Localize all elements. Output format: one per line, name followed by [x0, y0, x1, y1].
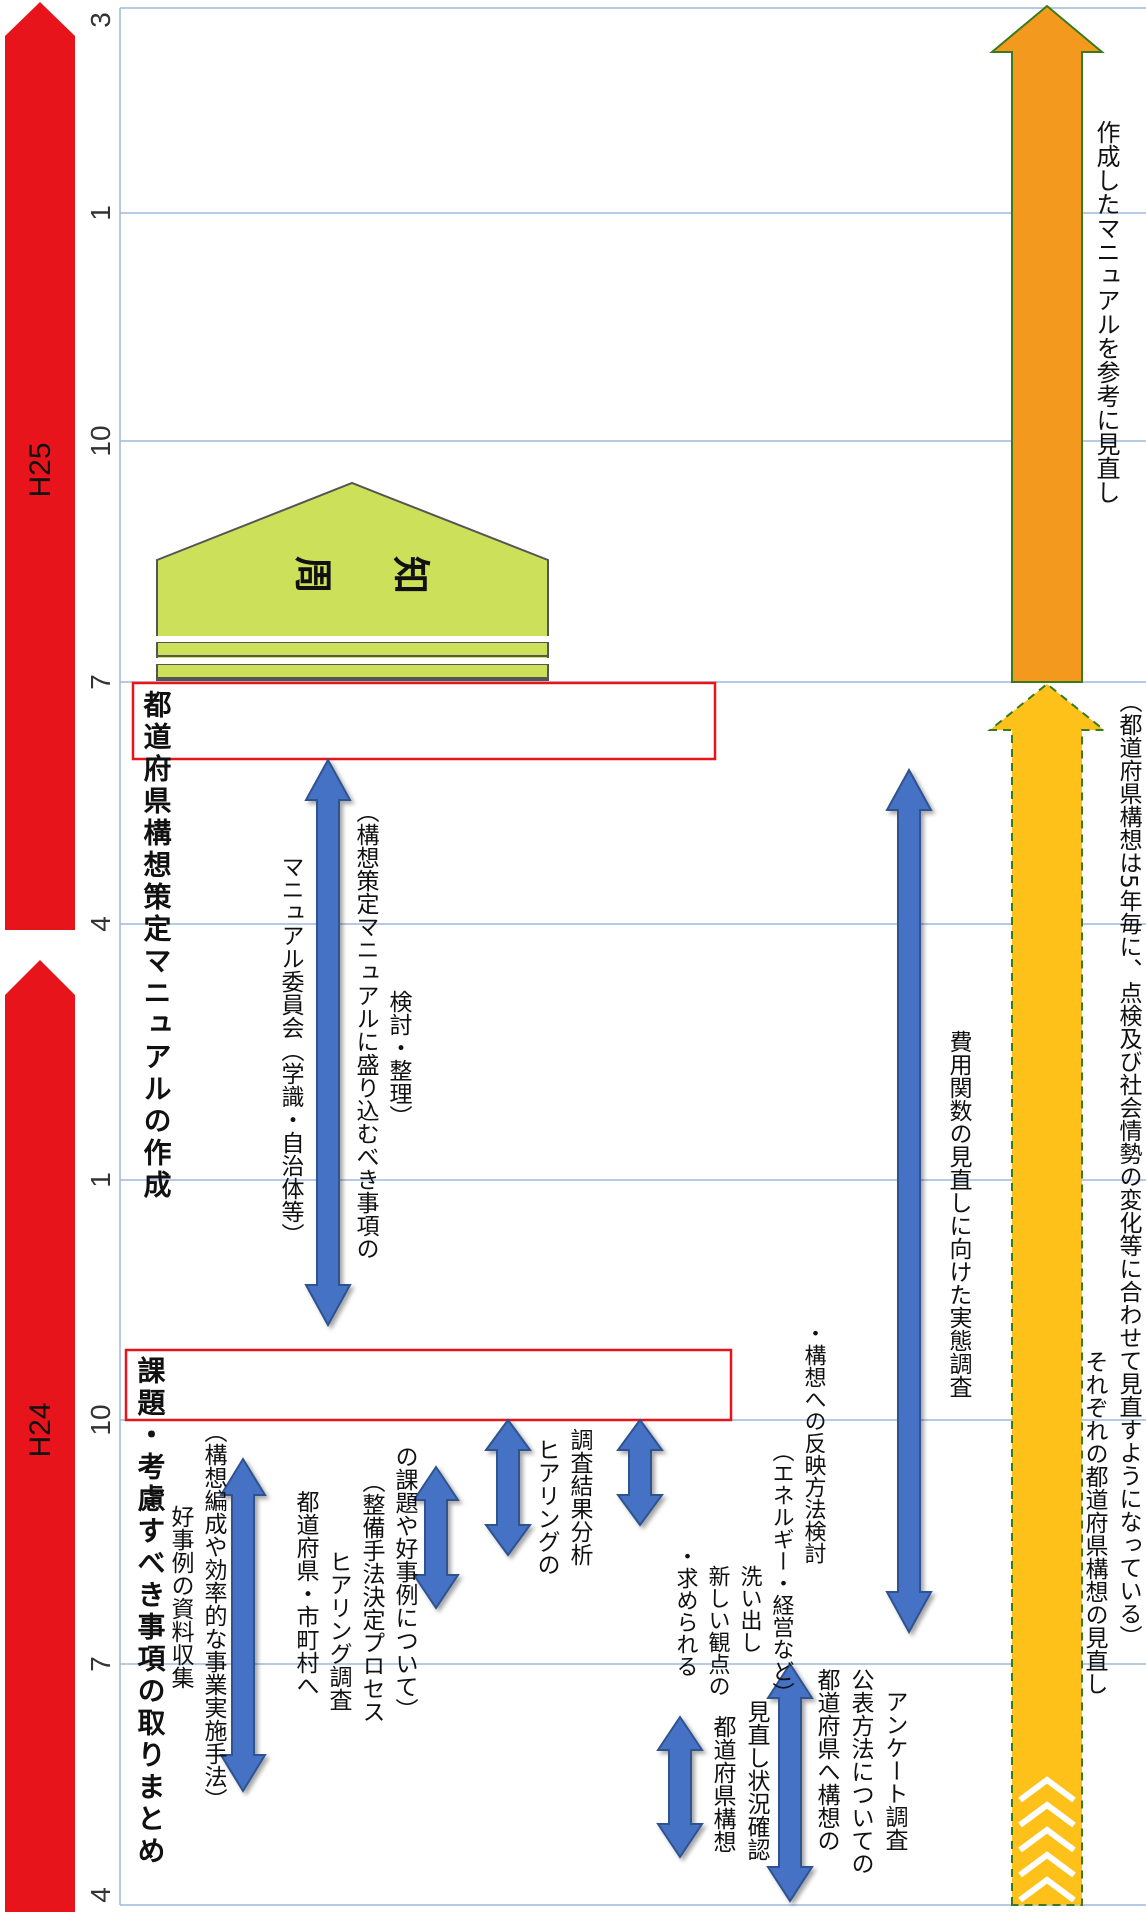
year-bar-h24 [5, 960, 75, 1912]
orange-review-arrow [989, 4, 1105, 683]
tick-label: 1 [85, 1172, 116, 1188]
pref-review-label-2: 見直し状況確認 [743, 1700, 771, 1861]
each-review-label-2: （都道府県構想は5年毎に、点検及び社会情勢の変化等に合わせて見直すようになってい… [1115, 690, 1143, 1648]
chevron-mark [1018, 1876, 1076, 1903]
review-with-manual-label: 作成したマニュアルを参考に見直し [1092, 120, 1120, 504]
manual-creation-label: 都道府県構想策定マニュアルの作成 [140, 690, 173, 1202]
issues-summary-label: 課題・考慮すべき事項の取りまとめ [134, 1355, 167, 1868]
hearing-analysis-label-1: ヒアリングの [533, 1438, 560, 1576]
hearing-label-4: の課題や好事例について） [391, 1445, 419, 1721]
survey-label-3: アンケート調査 [881, 1690, 909, 1851]
new-view-label-1: ・求められる [673, 1545, 699, 1677]
year-label-h25: H25 [24, 442, 57, 497]
hearing-label-1: 都道府県・市町村へ [292, 1490, 320, 1697]
new-view-label-4: （エネルギー・経営など） [769, 1440, 795, 1704]
labels: マニュアル委員会（学識・自治体等） （構想策定マニュアルに盛り込むべき事項の 検… [167, 800, 973, 1875]
yellow-review-arrow [987, 682, 1107, 1906]
hearing-label-3: （整備手法決定プロセス [358, 1470, 386, 1723]
good-case-arrow [219, 1457, 267, 1793]
year-bars: H25 H24 [5, 2, 75, 1912]
notice-shape: 周 知 [152, 481, 552, 681]
highlight-boxes: 都道府県構想策定マニュアルの作成 課題・考慮すべき事項の取りまとめ [124, 681, 733, 1868]
chevron-mark [1018, 1851, 1076, 1878]
issues-summary-box [124, 1348, 733, 1422]
good-case-label-2: （構想編成や効率的な事業実施手法） [200, 1420, 228, 1811]
tick-label: 10 [85, 1404, 116, 1435]
tick-label: 1 [85, 205, 116, 221]
committee-label-1: マニュアル委員会（学識・自治体等） [277, 855, 305, 1246]
cost-survey-arrow [885, 767, 933, 1635]
manual-creation-box [131, 681, 717, 761]
tick-label: 7 [85, 1656, 116, 1672]
new-view-label-2: 新しい観点の [705, 1565, 731, 1697]
tick-label: 3 [85, 12, 116, 28]
chevron-mark [1018, 1826, 1076, 1853]
new-view-arrow [616, 1418, 664, 1527]
notice-gap [152, 658, 552, 664]
chevron-marks [1018, 1776, 1076, 1903]
blue-arrows [219, 757, 933, 1903]
hearing-analysis-label-2: 調査結果分析 [566, 1428, 594, 1566]
pref-review-label-1: 都道府県構想 [709, 1715, 737, 1853]
yellow-arrow: それぞれの都道府県構想の見直し （都道府県構想は5年毎に、点検及び社会情勢の変化… [987, 682, 1143, 1906]
tick-label: 7 [85, 674, 116, 690]
hearing-arrow [412, 1465, 460, 1610]
committee-label-3: 検討・整理） [385, 990, 413, 1128]
survey-label-2: 公表方法についての [847, 1668, 875, 1875]
survey-arrow [766, 1662, 814, 1903]
new-view-label-5: ・構想への反映方法検討 [801, 1322, 827, 1564]
year-label-h24: H24 [24, 1402, 57, 1457]
each-review-label-1: それぞれの都道府県構想の見直し [1081, 1350, 1109, 1695]
chevron-mark [1018, 1801, 1076, 1828]
good-case-label-1: 好事例の資料収集 [167, 1505, 195, 1689]
hearing-analysis-arrow [484, 1418, 532, 1557]
survey-label-1: 都道府県へ構想の [813, 1668, 841, 1852]
notice-stripe [156, 663, 549, 679]
grid-lines [119, 7, 1146, 1906]
notice-gap [152, 636, 552, 642]
notice-char: 周 [291, 556, 335, 594]
pref-review-arrow [656, 1715, 704, 1859]
tick-label: 10 [85, 425, 116, 456]
tick-label: 4 [85, 916, 116, 932]
chevron-mark [1018, 1776, 1076, 1803]
committee-label-2: （構想策定マニュアルに盛り込むべき事項の [352, 800, 380, 1260]
tick-label: 4 [85, 1887, 116, 1903]
cost-survey-label: 費用関数の見直しに向けた実態調査 [945, 1030, 973, 1398]
hearing-label-2: ヒアリング調査 [325, 1550, 353, 1711]
committee-arrow [304, 757, 352, 1328]
notice-char: 知 [389, 556, 433, 594]
tick-labels: 3 1 10 7 4 1 10 7 4 [85, 12, 116, 1903]
new-view-label-3: 洗い出し [737, 1565, 763, 1653]
notice-stripe [156, 641, 549, 657]
orange-arrow: 作成したマニュアルを参考に見直し [989, 4, 1120, 683]
year-bar-h25 [5, 2, 75, 930]
